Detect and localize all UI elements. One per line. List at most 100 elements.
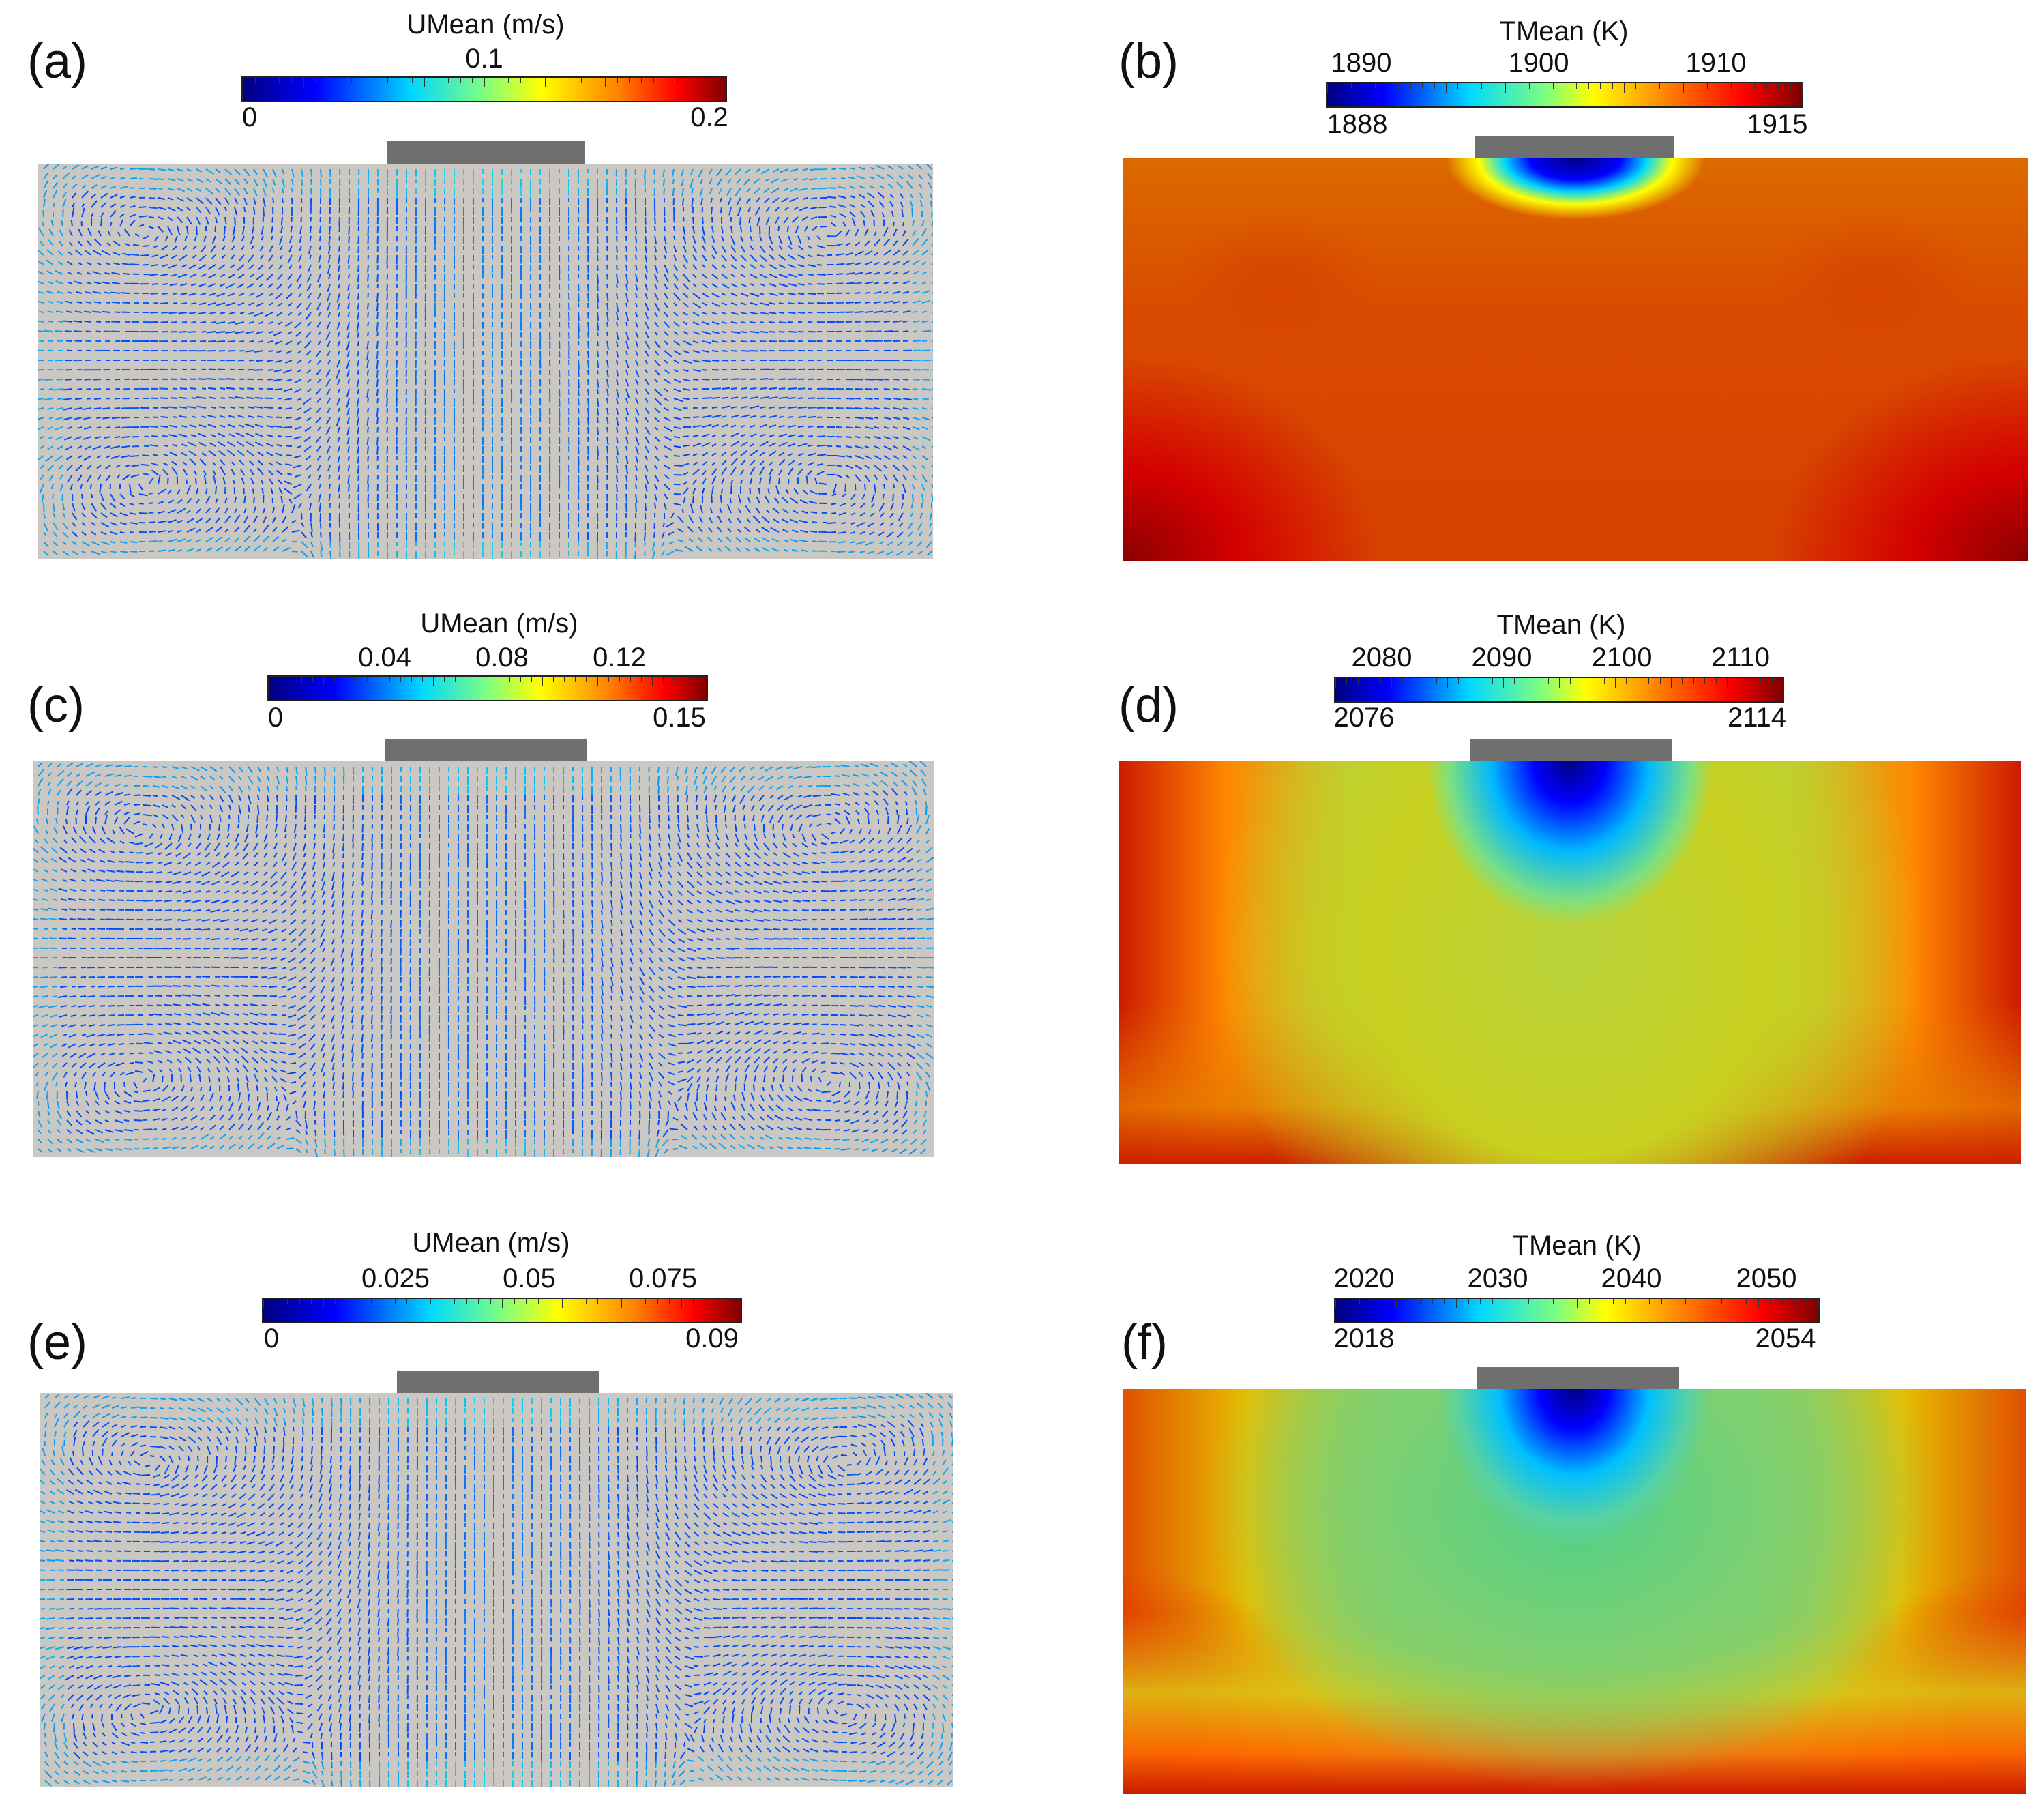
colorbar-minor-tick [411,677,412,682]
colorbar [1334,1298,1820,1323]
colorbar-minor-tick [1613,1299,1614,1304]
colorbar-minor-tick [508,78,509,83]
colorbar-minor-tick [1577,1299,1578,1308]
colorbar-tick: 2080 [1351,643,1412,673]
colorbar-minor-tick [597,677,598,686]
velocity-vectors [40,1393,953,1787]
velocity-field [38,164,933,559]
colorbar-minor-tick [1754,83,1756,89]
colorbar-minor-tick [1661,1299,1662,1304]
colorbar-minor-tick [291,78,292,83]
colorbar-minor-tick [653,78,654,83]
colorbar-minor-tick [1648,678,1650,684]
colorbar-minor-tick [1624,83,1625,93]
colorbar-minor-tick [544,78,546,87]
colorbar-minor-tick [1447,678,1448,688]
colorbar-minor-tick [1693,678,1694,684]
colorbar-minor-tick [454,1299,455,1304]
colorbar-minor-tick [1683,83,1684,93]
colorbar-minor-tick [1612,83,1613,89]
panel-label: (a) [27,34,87,89]
colorbar-minor-tick [1570,678,1571,684]
colorbar-minor-tick [1685,1299,1687,1304]
colorbar-tick: 1890 [1331,48,1392,78]
colorbar-minor-tick [617,78,618,83]
colorbar [262,1298,742,1323]
velocity-domain [40,1393,953,1787]
colorbar-max: 2114 [1727,703,1787,733]
colorbar-minor-tick [1434,83,1435,89]
colorbar-max: 2054 [1755,1323,1816,1353]
colorbar-minor-tick [447,78,449,83]
colorbar-min: 1888 [1327,109,1388,139]
colorbar-minor-tick [542,677,544,686]
colorbar-title: TMean (K) [1512,1231,1642,1261]
colorbar-minor-tick [1682,678,1683,684]
colorbar-minor-tick [421,677,423,682]
heater-plate [1475,136,1674,161]
heater-plate [1470,739,1672,764]
colorbar-minor-tick [1359,1299,1361,1304]
colorbar-minor-tick [1468,1299,1469,1304]
colorbar-minor-tick [1458,678,1460,684]
colorbar-minor-tick [662,677,664,682]
colorbar-minor-tick [1432,1299,1433,1304]
panel-b: (b) TMean (K) 1890 1900 1910 1888 1915 [1023,0,2044,600]
colorbar-minor-tick [432,677,434,686]
colorbar-minor-tick [1547,678,1549,684]
colorbar-minor-tick [460,78,461,83]
colorbar-minor-tick [1419,1299,1421,1304]
colorbar-minor-tick [1671,678,1672,688]
colorbar-minor-tick [406,1299,407,1304]
colorbar-max: 0.09 [685,1323,739,1353]
colorbar-minor-tick [553,677,554,682]
colorbar-tick: 0.12 [593,643,646,673]
velocity-field [33,761,934,1157]
colorbar-minor-tick [597,1299,598,1304]
colorbar-tick: 2100 [1591,643,1653,673]
colorbar-minor-tick [1492,678,1493,684]
colorbar-minor-tick [454,677,456,682]
colorbar-minor-tick [1603,678,1605,684]
colorbar-minor-tick [1576,83,1578,89]
colorbar-minor-tick [651,677,653,686]
colorbar-minor-tick [287,1299,288,1304]
colorbar-minor-tick [312,677,314,682]
colorbar-minor-tick [1422,83,1423,89]
colorbar-tick: 2050 [1736,1263,1797,1293]
colorbar-minor-tick [1766,83,1767,89]
panel-e: (e) UMean (m/s) 0.025 0.05 0.075 0 0.09 [0,1201,1023,1803]
colorbar-tick: 2110 [1710,643,1771,673]
panel-label: (c) [27,678,85,733]
panel-f: (f) TMean (K) 2020 2030 2040 2050 2018 2… [1023,1201,2044,1803]
colorbar-minor-tick [640,677,642,682]
colorbar-minor-tick [1335,1299,1336,1308]
colorbar-minor-tick [693,1299,694,1304]
colorbar-minor-tick [526,1299,527,1304]
colorbar-minor-tick [1659,678,1661,684]
panel-a: (a) UMean (m/s) 0.1 0 0.2 [0,0,1023,600]
colorbar-minor-tick [1615,678,1616,688]
colorbar-minor-tick [299,1299,300,1304]
colorbar-minor-tick [1781,1299,1783,1304]
colorbar-minor-tick [580,78,582,83]
colorbar-minor-tick [1374,83,1376,89]
colorbar-minor-tick [586,677,587,682]
temperature-domain [1119,761,2021,1164]
colorbar-minor-tick [1552,1299,1554,1304]
colorbar-minor-tick [263,1299,264,1308]
domain-background [33,761,934,1157]
colorbar-minor-tick [681,1299,682,1308]
colorbar-minor-tick [608,677,609,682]
colorbar-minor-tick [1395,1299,1397,1308]
colorbar-tick: 0.05 [503,1263,556,1293]
panel-label: (d) [1119,678,1179,733]
colorbar-minor-tick [575,677,576,682]
colorbar-minor-tick [657,1299,658,1304]
colorbar-tick: 0.025 [361,1263,430,1293]
colorbar-tick: 2030 [1467,1263,1528,1293]
colorbar-minor-tick [1552,83,1554,89]
colorbar-minor-tick [443,677,445,682]
colorbar-minor-tick [1727,678,1728,688]
colorbar-minor-tick [585,1299,587,1304]
